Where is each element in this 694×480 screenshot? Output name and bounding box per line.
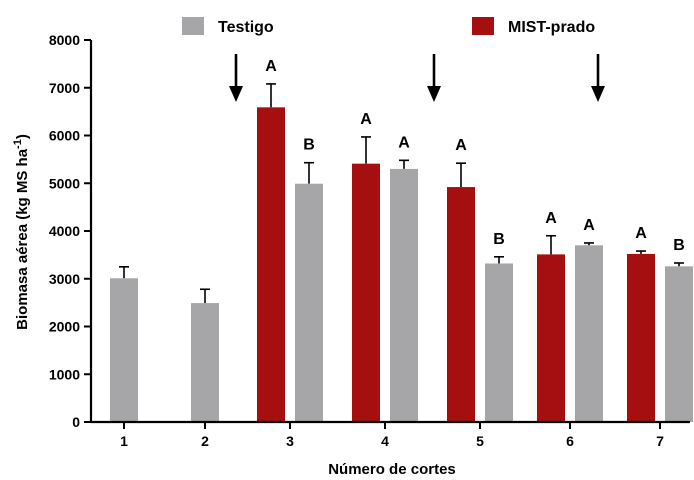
legend-swatch-testigo [182, 17, 204, 35]
mist-prado-bar-3 [257, 107, 285, 422]
y-tick-label-4000: 4000 [49, 223, 80, 239]
y-axis-title: Biomasa aérea (kg MS ha-1) [12, 134, 31, 330]
y-tick-label-5000: 5000 [49, 175, 80, 191]
mist-prado-sig-label-5: A [455, 137, 467, 154]
legend-label-mist-prado: MIST-prado [508, 19, 595, 36]
x-tick-label-2: 2 [201, 433, 209, 449]
y-tick-label-3000: 3000 [49, 271, 80, 287]
mist-prado-bar-7 [627, 253, 655, 422]
mist-prado-sig-label-3: A [265, 58, 277, 75]
arrow-head-after-6 [591, 86, 605, 102]
testigo-bar-2 [191, 303, 219, 422]
testigo-sig-label-5: B [493, 231, 505, 248]
y-tick-label-2000: 2000 [49, 319, 80, 335]
y-tick-label-7000: 7000 [49, 80, 80, 96]
testigo-bar-6 [575, 245, 603, 422]
testigo-sig-label-6: A [583, 217, 595, 234]
mist-prado-bar-5 [447, 187, 475, 422]
x-tick-label-6: 6 [566, 433, 574, 449]
testigo-sig-label-4: A [398, 134, 410, 151]
mist-prado-sig-label-6: A [545, 210, 557, 227]
testigo-bar-3 [295, 183, 323, 422]
x-tick-label-5: 5 [476, 433, 484, 449]
mist-prado-bar-6 [537, 254, 565, 422]
x-tick-label-4: 4 [381, 433, 389, 449]
testigo-bar-4 [390, 168, 418, 422]
x-tick-label-7: 7 [656, 433, 664, 449]
x-tick-label-1: 1 [120, 433, 128, 449]
y-tick-label-0: 0 [72, 414, 80, 430]
testigo-bar-7 [665, 266, 693, 422]
mist-prado-bar-4 [352, 163, 380, 423]
y-tick-label-6000: 6000 [49, 128, 80, 144]
y-tick-label-1000: 1000 [49, 366, 80, 382]
y-tick-label-8000: 8000 [49, 32, 80, 48]
arrow-head-after-4 [427, 86, 441, 102]
x-axis-title: Número de cortes [328, 461, 456, 478]
mist-prado-sig-label-4: A [360, 111, 372, 128]
testigo-bar-5 [485, 263, 513, 422]
testigo-sig-label-3: B [303, 137, 315, 154]
testigo-bar-1 [110, 278, 138, 422]
legend-swatch-mist-prado [472, 17, 494, 35]
arrow-head-after-2 [229, 86, 243, 102]
legend-label-testigo: Testigo [218, 19, 274, 36]
x-tick-label-3: 3 [286, 433, 294, 449]
mist-prado-sig-label-7: A [635, 225, 647, 242]
testigo-sig-label-7: B [673, 237, 685, 254]
